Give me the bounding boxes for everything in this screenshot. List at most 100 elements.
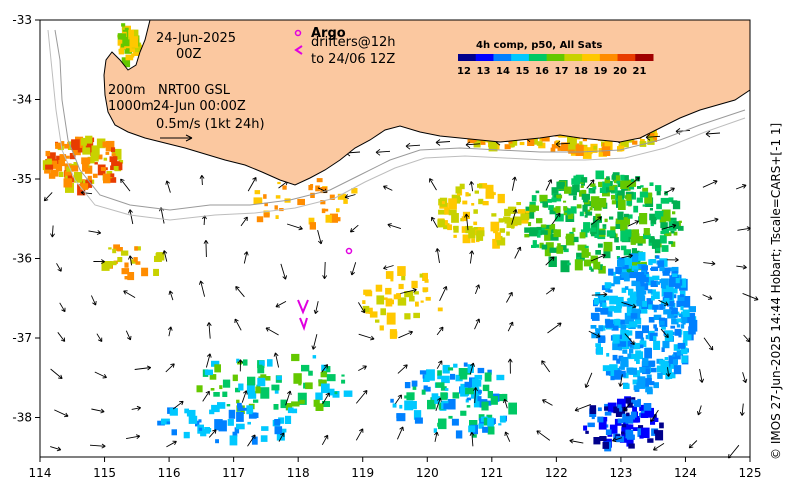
sst-pixel xyxy=(437,374,442,380)
sst-pixel xyxy=(397,266,406,276)
sst-pixel xyxy=(608,268,614,276)
sst-pixel xyxy=(628,288,634,296)
current-arrow-icon xyxy=(199,174,205,186)
sst-pixel xyxy=(589,189,593,194)
sst-pixel xyxy=(82,143,91,155)
sst-pixel xyxy=(677,295,685,301)
current-arrow-icon xyxy=(93,259,105,264)
sst-pixel xyxy=(549,247,558,253)
sst-pixel xyxy=(204,369,213,376)
sst-pixel xyxy=(237,361,242,365)
current-arrow-icon xyxy=(666,257,679,263)
sst-pixel xyxy=(609,424,618,434)
sst-pixel xyxy=(184,408,189,414)
sst-pixel xyxy=(602,302,607,309)
current-arrow-icon xyxy=(321,434,329,446)
sst-pixel xyxy=(688,306,696,313)
sst-pixel xyxy=(602,441,609,449)
sst-pixel xyxy=(122,34,131,47)
sst-pixel xyxy=(659,304,664,310)
sst-pixel xyxy=(72,148,81,156)
sst-pixel xyxy=(537,233,541,238)
sst-pixel xyxy=(642,368,651,375)
sst-pixel xyxy=(473,209,478,214)
sst-pixel xyxy=(443,223,450,230)
sst-pixel xyxy=(649,332,657,341)
scale-label: 0.5m/s (1kt 24h) xyxy=(156,117,265,132)
sst-pixel xyxy=(585,430,589,434)
sst-pixel xyxy=(638,279,645,284)
sst-pixel xyxy=(671,241,676,247)
sst-pixel xyxy=(599,187,608,193)
sst-pixel xyxy=(646,407,654,418)
sst-pixel xyxy=(638,265,643,268)
sst-pixel xyxy=(688,319,698,332)
sst-pixel xyxy=(629,271,637,279)
sst-pixel xyxy=(409,295,415,302)
current-arrow-icon xyxy=(57,332,66,342)
sst-pixel xyxy=(545,242,554,249)
sst-pixel xyxy=(621,424,626,429)
colorbar-swatch xyxy=(617,54,636,61)
current-arrow-icon xyxy=(621,253,633,259)
sst-pixel xyxy=(633,342,641,350)
sst-pixel xyxy=(524,233,530,238)
sst-pixel xyxy=(644,378,652,385)
sst-pixel xyxy=(573,195,577,201)
sst-pixel xyxy=(659,279,663,284)
sst-pixel xyxy=(616,190,625,199)
sst-pixel xyxy=(278,417,285,424)
sst-pixel xyxy=(237,405,243,411)
sst-pixel xyxy=(535,190,540,194)
sst-pixel xyxy=(593,261,601,270)
sst-pixel xyxy=(316,178,323,183)
current-arrow-icon xyxy=(664,187,675,194)
sst-pixel xyxy=(274,426,283,435)
sst-pixel xyxy=(85,135,93,144)
sst-pixel xyxy=(55,163,63,172)
sst-pixel xyxy=(253,197,263,205)
sst-pixel xyxy=(567,233,574,242)
sst-pixel xyxy=(661,216,668,221)
sst-pixel xyxy=(472,434,477,438)
sst-pixel xyxy=(646,298,653,307)
sst-pixel xyxy=(602,416,608,422)
current-arrow-icon xyxy=(652,443,665,451)
current-arrow-icon xyxy=(435,139,451,146)
current-arrow-icon xyxy=(469,181,475,192)
sst-pixel xyxy=(135,261,141,265)
sst-pixel xyxy=(616,180,621,184)
sst-pixel xyxy=(650,419,656,425)
sst-pixel xyxy=(247,376,256,386)
current-arrow-icon xyxy=(439,286,448,301)
sst-pixel xyxy=(447,224,452,231)
sst-pixel xyxy=(263,194,267,199)
sst-pixel xyxy=(320,372,328,378)
y-tick-label: -36 xyxy=(12,252,32,266)
sst-pixel xyxy=(133,257,138,262)
sst-pixel xyxy=(621,287,627,293)
sst-pixel xyxy=(599,436,607,441)
sst-pixel xyxy=(623,213,629,218)
sst-pixel xyxy=(614,324,618,328)
sst-pixel xyxy=(481,401,489,411)
sst-pixel xyxy=(636,286,645,297)
sst-pixel xyxy=(667,300,675,307)
sst-pixel xyxy=(544,248,551,257)
sst-pixel xyxy=(69,153,76,160)
current-arrow-icon xyxy=(511,209,518,225)
sst-pixel xyxy=(536,141,543,146)
current-arrow-icon xyxy=(311,334,318,350)
sst-pixel xyxy=(549,225,554,229)
current-arrow-icon xyxy=(702,294,713,300)
sst-pixel xyxy=(604,177,611,184)
sst-pixel xyxy=(209,374,217,380)
current-arrow-icon xyxy=(436,326,444,336)
sst-pixel xyxy=(120,250,129,256)
sst-pixel xyxy=(491,213,497,217)
sst-pixel xyxy=(478,183,488,189)
sst-pixel xyxy=(684,315,691,323)
sst-pixel xyxy=(590,231,595,237)
current-arrow-icon xyxy=(739,403,745,416)
current-arrow-icon xyxy=(358,302,366,314)
